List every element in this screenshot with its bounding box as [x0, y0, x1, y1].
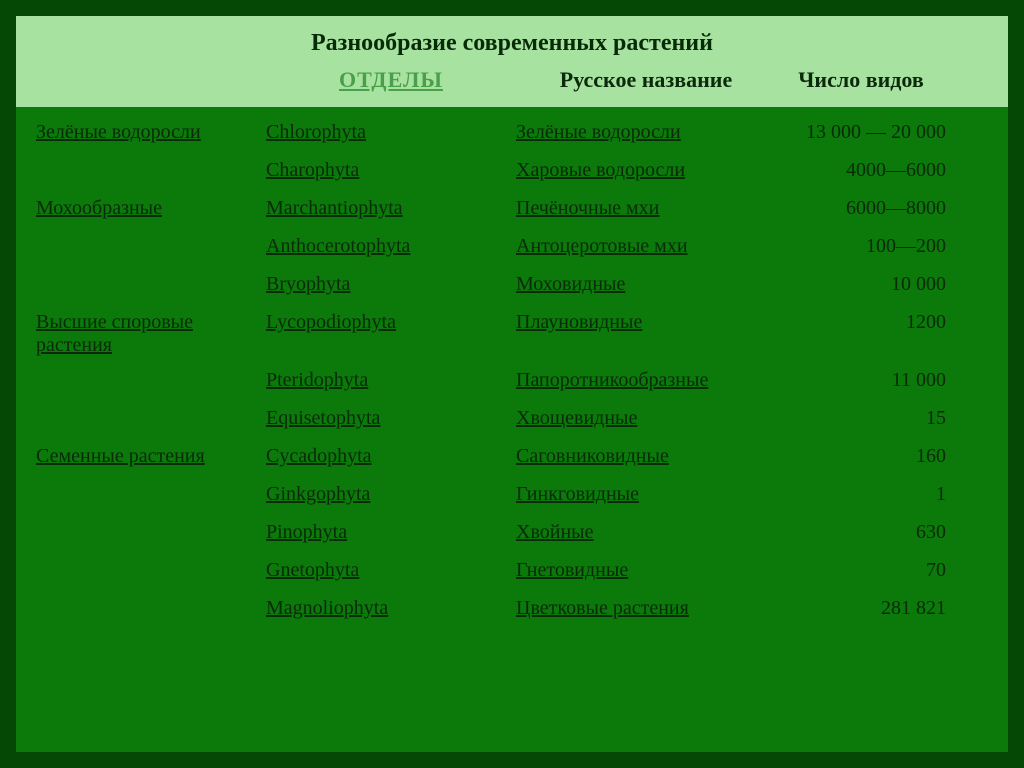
cell-russian: Харовые водоросли — [516, 159, 776, 182]
latin-link[interactable]: Ginkgophyta — [266, 483, 370, 505]
cell-russian: Гинкговидные — [516, 483, 776, 506]
table-row: Pteridophyta Папоротникообразные 11 000 — [16, 363, 1008, 401]
table-row: Мохообразные Marchantiophyta Печёночные мх… — [16, 191, 1008, 229]
cell-russian: Зелёные водоросли — [516, 121, 776, 144]
table-header-band: Разнообразие современных растений ОТДЕЛЫ… — [16, 16, 1008, 107]
russian-link[interactable]: Гинкговидные — [516, 483, 639, 505]
latin-link[interactable]: Pteridophyta — [266, 369, 368, 391]
russian-link[interactable]: Моховидные — [516, 273, 625, 295]
russian-link[interactable]: Антоцеротовые мхи — [516, 235, 688, 257]
cell-count: 6000—8000 — [776, 197, 976, 220]
group-link[interactable]: Мохообразные — [36, 197, 162, 219]
group-link[interactable]: Высшие споровые растения — [36, 311, 193, 356]
cell-russian: Папоротникообразные — [516, 369, 776, 392]
table-row: Bryophyta Моховидные 10 000 — [16, 267, 1008, 305]
cell-russian: Антоцеротовые мхи — [516, 235, 776, 258]
cell-russian: Хвощевидные — [516, 407, 776, 430]
cell-russian: Печёночные мхи — [516, 197, 776, 220]
col-header-russian: Русское название — [516, 67, 776, 93]
cell-group: Мохообразные — [16, 197, 266, 220]
russian-link[interactable]: Хвойные — [516, 521, 593, 543]
table-row: Высшие споровые растения Lycopodiophyta Пл… — [16, 305, 1008, 363]
latin-link[interactable]: Charophyta — [266, 159, 359, 181]
cell-count: 70 — [776, 559, 976, 582]
cell-russian: Хвойные — [516, 521, 776, 544]
latin-link[interactable]: Marchantiophyta — [266, 197, 403, 219]
cell-count: 160 — [776, 445, 976, 468]
table-row: Семенные растения Cycadophyta Саговниковид… — [16, 439, 1008, 477]
cell-latin: Anthocerotophyta — [266, 235, 516, 258]
col-header-divisions: ОТДЕЛЫ — [266, 67, 516, 93]
cell-count: 13 000 — 20 000 — [776, 121, 976, 144]
page-title: Разнообразие современных растений — [16, 26, 1008, 67]
table-row: Anthocerotophyta Антоцеротовые мхи 100—200 — [16, 229, 1008, 267]
latin-link[interactable]: Magnoliophyta — [266, 597, 388, 619]
latin-link[interactable]: Lycopodiophyta — [266, 311, 396, 333]
cell-latin: Gnetophyta — [266, 559, 516, 582]
cell-latin: Ginkgophyta — [266, 483, 516, 506]
cell-count: 11 000 — [776, 369, 976, 392]
russian-link[interactable]: Печёночные мхи — [516, 197, 659, 219]
latin-link[interactable]: Anthocerotophyta — [266, 235, 410, 257]
russian-link[interactable]: Плауновидные — [516, 311, 642, 333]
latin-link[interactable]: Equisetophyta — [266, 407, 380, 429]
cell-russian: Плауновидные — [516, 311, 776, 334]
cell-latin: Pinophyta — [266, 521, 516, 544]
russian-link[interactable]: Гнетовидные — [516, 559, 628, 581]
latin-link[interactable]: Cycadophyta — [266, 445, 372, 467]
cell-group: Семенные растения — [16, 445, 266, 468]
cell-latin: Magnoliophyta — [266, 597, 516, 620]
cell-russian: Гнетовидные — [516, 559, 776, 582]
russian-link[interactable]: Харовые водоросли — [516, 159, 685, 181]
divisions-header-link[interactable]: ОТДЕЛЫ — [339, 67, 443, 92]
group-link[interactable]: Зелёные водоросли — [36, 121, 201, 143]
col-header-count: Число видов — [776, 67, 976, 93]
cell-count: 15 — [776, 407, 976, 430]
cell-count: 100—200 — [776, 235, 976, 258]
russian-link[interactable]: Зелёные водоросли — [516, 121, 681, 143]
cell-latin: Pteridophyta — [266, 369, 516, 392]
table-row: Charophyta Харовые водоросли 4000—6000 — [16, 153, 1008, 191]
table-row: Magnoliophyta Цветковые растения 281 821 — [16, 591, 1008, 629]
slide-panel: Разнообразие современных растений ОТДЕЛЫ… — [16, 16, 1008, 752]
table-row: Ginkgophyta Гинкговидные 1 — [16, 477, 1008, 515]
cell-latin: Equisetophyta — [266, 407, 516, 430]
cell-count: 1 — [776, 483, 976, 506]
cell-count: 4000—6000 — [776, 159, 976, 182]
russian-link[interactable]: Хвощевидные — [516, 407, 637, 429]
cell-latin: Bryophyta — [266, 273, 516, 296]
table-body: Зелёные водоросли Chlorophyta Зелёные водо… — [16, 107, 1008, 629]
russian-link[interactable]: Цветковые растения — [516, 597, 689, 619]
cell-count: 281 821 — [776, 597, 976, 620]
cell-latin: Marchantiophyta — [266, 197, 516, 220]
table-row: Pinophyta Хвойные 630 — [16, 515, 1008, 553]
cell-count: 630 — [776, 521, 976, 544]
cell-russian: Цветковые растения — [516, 597, 776, 620]
latin-link[interactable]: Chlorophyta — [266, 121, 366, 143]
cell-latin: Cycadophyta — [266, 445, 516, 468]
group-link[interactable]: Семенные растения — [36, 445, 205, 467]
cell-latin: Chlorophyta — [266, 121, 516, 144]
latin-link[interactable]: Pinophyta — [266, 521, 347, 543]
cell-latin: Charophyta — [266, 159, 516, 182]
latin-link[interactable]: Bryophyta — [266, 273, 350, 295]
table-row: Зелёные водоросли Chlorophyta Зелёные водо… — [16, 115, 1008, 153]
cell-russian: Саговниковидные — [516, 445, 776, 468]
table-header-row: ОТДЕЛЫ Русское название Число видов — [16, 67, 1008, 93]
cell-group: Высшие споровые растения — [16, 311, 266, 357]
russian-link[interactable]: Саговниковидные — [516, 445, 669, 467]
cell-russian: Моховидные — [516, 273, 776, 296]
cell-count: 10 000 — [776, 273, 976, 296]
latin-link[interactable]: Gnetophyta — [266, 559, 359, 581]
cell-latin: Lycopodiophyta — [266, 311, 516, 334]
russian-link[interactable]: Папоротникообразные — [516, 369, 708, 391]
cell-group: Зелёные водоросли — [16, 121, 266, 144]
cell-count: 1200 — [776, 311, 976, 334]
table-row: Equisetophyta Хвощевидные 15 — [16, 401, 1008, 439]
table-row: Gnetophyta Гнетовидные 70 — [16, 553, 1008, 591]
